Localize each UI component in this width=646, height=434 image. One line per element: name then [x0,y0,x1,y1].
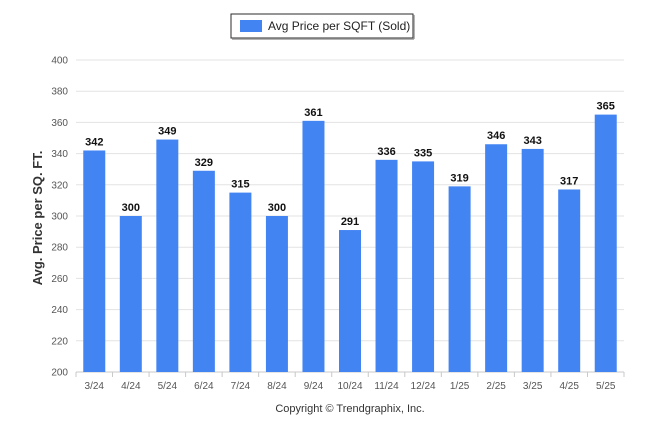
y-tick-label: 200 [51,368,68,379]
legend-label: Avg Price per SQFT (Sold) [268,19,410,33]
bar [302,120,325,372]
x-tick-label: 9/24 [304,381,324,392]
data-label: 291 [341,216,359,228]
x-tick-label: 4/24 [121,381,141,392]
x-tick-label: 2/25 [486,381,506,392]
y-axis-label: Avg. Price per SQ. FT. [30,151,45,286]
y-tick-label: 220 [51,336,68,347]
data-label: 349 [158,126,176,138]
bar [594,114,617,372]
data-label: 335 [414,147,432,159]
x-tick-label: 8/24 [267,381,287,392]
bar [265,216,288,372]
legend-swatch [240,20,262,32]
data-label: 317 [560,175,578,187]
x-tick-label: 3/25 [523,381,543,392]
data-labels: 342 300 349 329 315 300 361 291 336 335 319 346 343 3… [85,101,615,228]
y-tick-label: 300 [51,212,68,223]
bar [83,150,106,372]
legend: Avg Price per SQFT (Sold) [230,13,415,40]
y-tick-label: 400 [51,56,68,67]
bar [192,170,215,372]
bar [448,186,471,372]
data-label: 343 [523,135,541,147]
data-label: 319 [450,172,468,184]
bar [339,230,361,372]
y-tick-label: 240 [51,305,68,316]
bars [83,114,617,372]
y-tick-label: 260 [51,274,68,285]
x-tick-label: 10/24 [337,381,362,392]
x-tick-label: 1/25 [450,381,470,392]
data-label: 300 [122,202,140,214]
data-label: 346 [487,130,505,142]
x-tick-label: 12/24 [411,381,436,392]
data-label: 342 [85,136,103,148]
bar [412,161,435,372]
data-label: 329 [195,157,213,169]
y-tick-label: 360 [51,118,68,129]
bar [485,144,508,372]
y-tick-label: 340 [51,149,68,160]
bar [119,216,142,372]
y-tick-label: 280 [51,243,68,254]
data-label: 336 [377,146,395,158]
bar [156,139,179,372]
y-tick-label: 320 [51,180,68,191]
x-tick-label: 4/25 [559,381,579,392]
x-tick-label: 7/24 [231,381,251,392]
x-tick-label: 3/24 [85,381,105,392]
x-axis-ticks: 3/24 4/24 5/24 6/24 7/24 8/24 9/24 10/24 11/24 12… [75,372,625,392]
bar [375,159,398,372]
x-tick-label: 5/24 [158,381,178,392]
data-label: 361 [304,107,322,119]
copyright-text: Copyright © Trendgraphix, Inc. [275,403,424,415]
y-tick-label: 380 [51,87,68,98]
bar [558,189,581,372]
bar [521,148,544,372]
x-tick-label: 5/25 [596,381,616,392]
data-label: 315 [231,179,249,191]
x-tick-label: 6/24 [194,381,214,392]
y-axis-ticks: 200 220 240 260 280 300 320 340 360 380 400 [51,56,68,379]
data-label: 365 [597,101,615,113]
x-tick-label: 11/24 [374,381,399,392]
bar [229,192,252,372]
data-label: 300 [268,202,286,214]
